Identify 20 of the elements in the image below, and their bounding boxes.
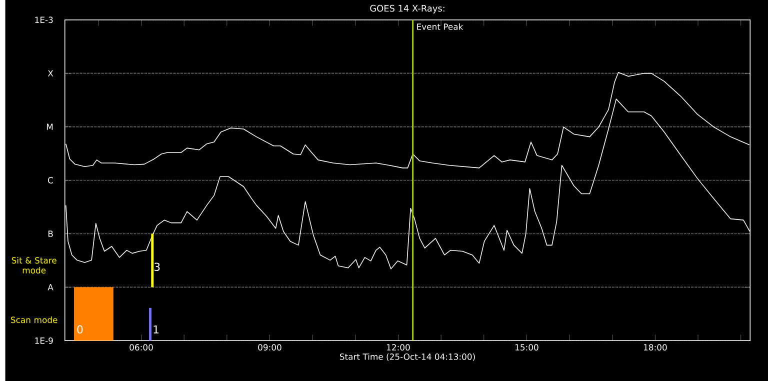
text: Sit & Stare mode [12,256,56,274]
y-tick-label: 1E-3 [35,16,53,23]
x-tick-label: 15:00 [515,344,538,350]
x-tick-label: 09:00 [258,344,282,350]
y-tick-label: X [48,70,54,76]
x-tick-label: 06:00 [130,344,153,350]
x-axis-title: Start Time (25-Oct-14 04:13:00) [340,353,475,361]
y-tick-label: 1E-9 [35,337,53,344]
annotation: 1 [154,325,158,334]
chart-title: GOES 14 X-Rays: [370,4,444,14]
annotation: 3 [154,262,160,271]
ref-line-label: Event Peak [417,23,464,30]
y-tick-label: A [48,284,54,290]
y-tick-label: C [48,176,53,184]
y-tick-label: B [48,230,53,237]
y-tick-label: M [46,124,53,130]
x-tick-label: 18:00 [644,344,667,350]
annotation: 0 [77,325,83,334]
x-tick-label: 12:00 [386,344,410,350]
text: Scan mode [11,316,58,323]
